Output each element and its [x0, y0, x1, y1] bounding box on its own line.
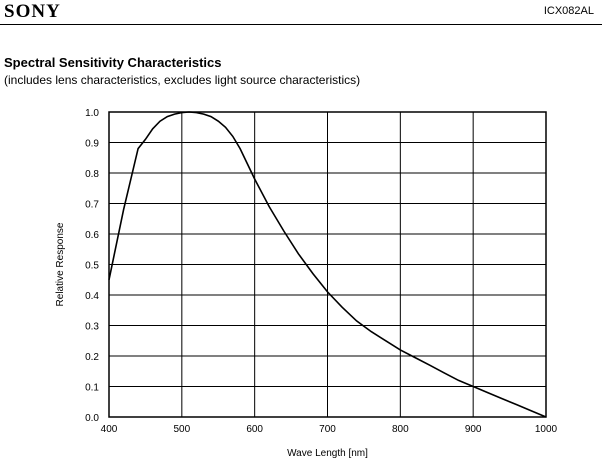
y-tick-label: 0.1 — [85, 383, 99, 394]
x-tick-label: 700 — [319, 424, 336, 435]
header-rule — [0, 24, 602, 25]
y-tick-label: 0.5 — [85, 261, 99, 272]
y-tick-label: 0.4 — [85, 291, 99, 302]
grid — [108, 111, 547, 418]
chart-subtitle: (includes lens characteristics, excludes… — [4, 73, 361, 87]
y-tick-label: 1.0 — [85, 108, 99, 119]
y-tick-labels: 0.0 0.1 0.2 0.3 0.4 0.5 0.6 0.7 0.8 0.9 1.0 — [85, 108, 99, 424]
y-tick-label: 0.9 — [85, 139, 99, 150]
y-tick-label: 0.8 — [85, 169, 99, 180]
x-tick-label: 800 — [392, 424, 409, 435]
y-axis-label: Relative Response — [55, 222, 66, 306]
y-tick-label: 0.2 — [85, 352, 99, 363]
x-tick-label: 600 — [246, 424, 263, 435]
x-tick-label: 400 — [101, 424, 118, 435]
y-tick-label: 0.0 — [85, 413, 99, 424]
chart-title: Spectral Sensitivity Characteristics — [4, 55, 222, 70]
y-tick-label: 0.6 — [85, 230, 99, 241]
x-tick-label: 500 — [173, 424, 190, 435]
y-tick-label: 0.3 — [85, 322, 99, 333]
y-tick-label: 0.7 — [85, 200, 99, 211]
response-curve — [108, 111, 547, 418]
brand-logo: SONY — [4, 1, 61, 22]
part-number: ICX082AL — [543, 5, 594, 17]
x-axis-label: Wave Length [nm] — [287, 448, 368, 459]
plot-frame — [108, 111, 547, 418]
x-tick-labels: 400 500 600 700 800 900 1000 — [101, 424, 558, 435]
x-tick-label: 1000 — [535, 424, 558, 435]
x-tick-label: 900 — [465, 424, 482, 435]
